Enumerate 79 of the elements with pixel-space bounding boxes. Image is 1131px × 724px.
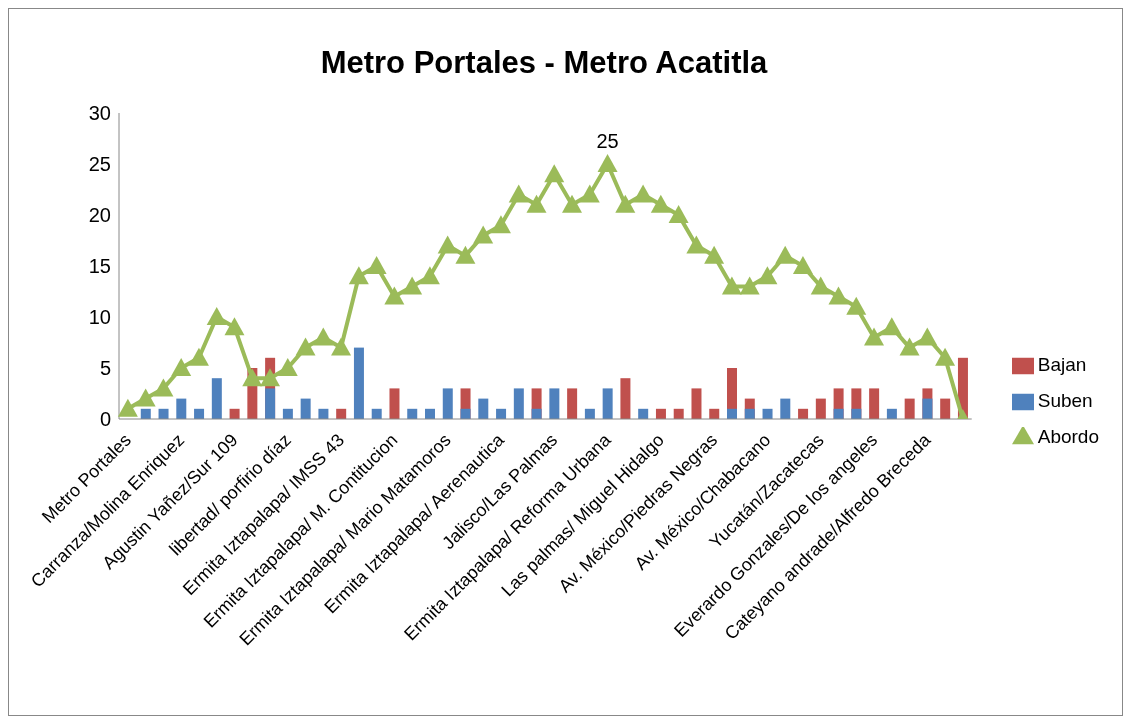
point xyxy=(242,368,263,387)
point xyxy=(739,276,760,295)
y-tick-label: 5 xyxy=(99,357,111,380)
bar xyxy=(353,347,364,419)
point xyxy=(633,184,654,203)
bar xyxy=(940,398,951,419)
legend-label: Bajan xyxy=(1037,354,1087,375)
y-tick-label: 20 xyxy=(88,204,111,227)
point xyxy=(562,194,583,213)
point xyxy=(650,194,671,213)
point xyxy=(757,266,778,285)
point xyxy=(846,296,867,315)
point xyxy=(117,398,138,417)
bar xyxy=(442,388,453,419)
point xyxy=(792,256,813,274)
point xyxy=(810,276,831,295)
point xyxy=(544,164,565,183)
legend-label: Abordo xyxy=(1037,426,1099,447)
point xyxy=(899,337,920,356)
point xyxy=(455,245,476,264)
bar xyxy=(815,398,826,419)
point xyxy=(331,337,352,356)
bar xyxy=(211,378,222,419)
point xyxy=(437,235,458,254)
point xyxy=(775,245,796,264)
legend-label: Suben xyxy=(1037,390,1093,411)
bar xyxy=(904,398,915,419)
point xyxy=(526,194,547,213)
bar xyxy=(478,398,489,419)
point xyxy=(686,235,707,254)
bar xyxy=(780,398,791,419)
point xyxy=(313,327,334,346)
point xyxy=(597,154,618,172)
bar xyxy=(300,398,311,419)
point xyxy=(277,358,298,376)
point xyxy=(384,286,405,305)
point xyxy=(171,358,192,376)
point xyxy=(473,225,494,244)
bar xyxy=(602,388,613,419)
point xyxy=(579,184,600,203)
chart-title: Metro Portales - Metro Acatitla xyxy=(319,45,769,81)
point xyxy=(153,378,174,397)
y-tick-label: 30 xyxy=(88,102,111,125)
data-label: 25 xyxy=(596,130,619,152)
point xyxy=(260,368,280,387)
y-tick-label: 25 xyxy=(88,153,111,176)
point xyxy=(348,266,369,285)
point xyxy=(668,205,689,223)
point xyxy=(206,307,227,325)
point xyxy=(295,337,316,356)
bar xyxy=(567,388,578,419)
point xyxy=(704,245,725,264)
point xyxy=(828,286,849,305)
point xyxy=(508,184,529,203)
y-tick-label: 0 xyxy=(99,408,111,431)
point xyxy=(917,327,938,346)
bar xyxy=(513,388,524,419)
bar xyxy=(389,388,400,419)
bar xyxy=(869,388,880,419)
point xyxy=(881,317,902,336)
point xyxy=(402,276,423,295)
point xyxy=(490,215,511,234)
point xyxy=(721,276,742,295)
bar xyxy=(549,388,560,419)
point xyxy=(864,327,885,346)
y-tick-label: 15 xyxy=(88,255,111,278)
bar xyxy=(176,398,187,419)
bar xyxy=(691,388,702,419)
bar xyxy=(265,388,276,419)
point xyxy=(135,388,156,407)
point xyxy=(419,266,440,285)
bar xyxy=(620,378,631,419)
point xyxy=(615,194,636,213)
point xyxy=(366,256,387,274)
y-tick-label: 10 xyxy=(88,306,111,329)
bar xyxy=(922,398,933,419)
point xyxy=(935,347,956,366)
point xyxy=(188,347,209,366)
point xyxy=(224,317,245,336)
